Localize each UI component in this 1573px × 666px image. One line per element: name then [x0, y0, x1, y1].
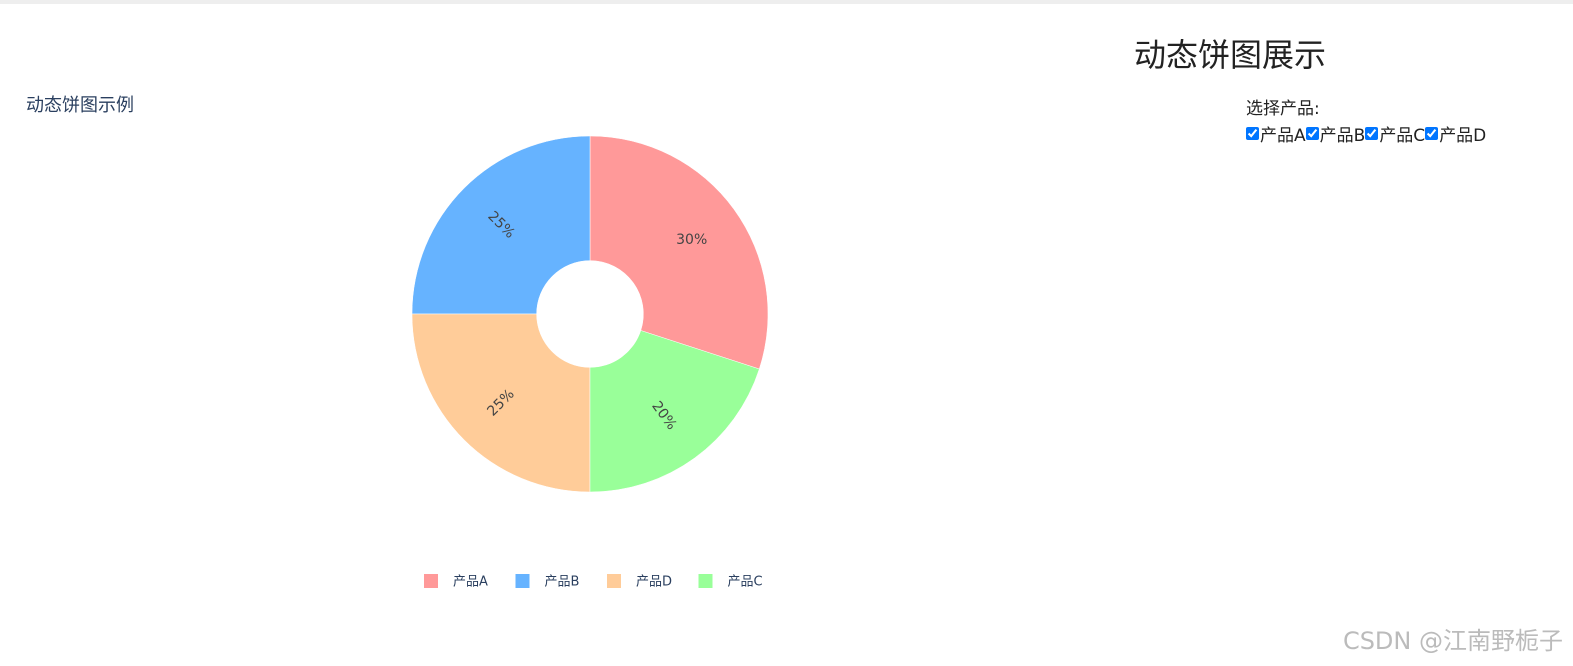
checkbox[interactable]	[1425, 127, 1439, 140]
checklist-label: 选择产品:	[1246, 99, 1320, 119]
legend-swatch	[607, 574, 621, 588]
option-label: 产品C	[1379, 126, 1426, 146]
checkbox[interactable]	[1365, 127, 1379, 140]
legend-label: 产品D	[636, 575, 672, 590]
legend-swatch	[515, 574, 530, 588]
pie-slice	[589, 330, 760, 493]
option-label: 产品A	[1260, 126, 1306, 146]
slice-label: 30%	[676, 232, 707, 248]
legend-label: 产品B	[545, 575, 580, 590]
heading: 动态饼图展示	[1134, 36, 1327, 74]
checklist-option[interactable]: 产品B	[1305, 121, 1366, 146]
side-panel: 动态饼图展示 选择产品: 产品A 产品B 产品C 产品D	[1134, 30, 1564, 146]
pie-slice	[411, 135, 591, 315]
legend-label: 产品C	[728, 575, 763, 590]
option-label: 产品D	[1439, 126, 1487, 146]
watermark: CSDN @江南野栀子	[1342, 627, 1563, 655]
checkbox[interactable]	[1246, 127, 1259, 140]
checklist-option[interactable]: 产品C	[1365, 121, 1425, 146]
checklist-option[interactable]: 产品D	[1425, 121, 1486, 146]
pie-slice	[589, 135, 769, 370]
legend-label: 产品A	[453, 575, 488, 590]
option-label: 产品B	[1319, 126, 1366, 146]
top-bar	[0, 0, 1573, 4]
checklist-option[interactable]: 产品A	[1246, 121, 1306, 146]
legend-swatch	[698, 574, 713, 588]
legend-swatch	[424, 574, 438, 588]
chart-title: 动态饼图示例	[26, 95, 134, 116]
checkbox[interactable]	[1305, 127, 1319, 140]
pie-slice	[411, 313, 591, 493]
chart: 动态饼图示例 30%25%25% 20%产品A 产品B 产品D 产品C	[26, 95, 769, 590]
checklist: 产品A 产品B 产品C 产品D	[1246, 121, 1564, 146]
